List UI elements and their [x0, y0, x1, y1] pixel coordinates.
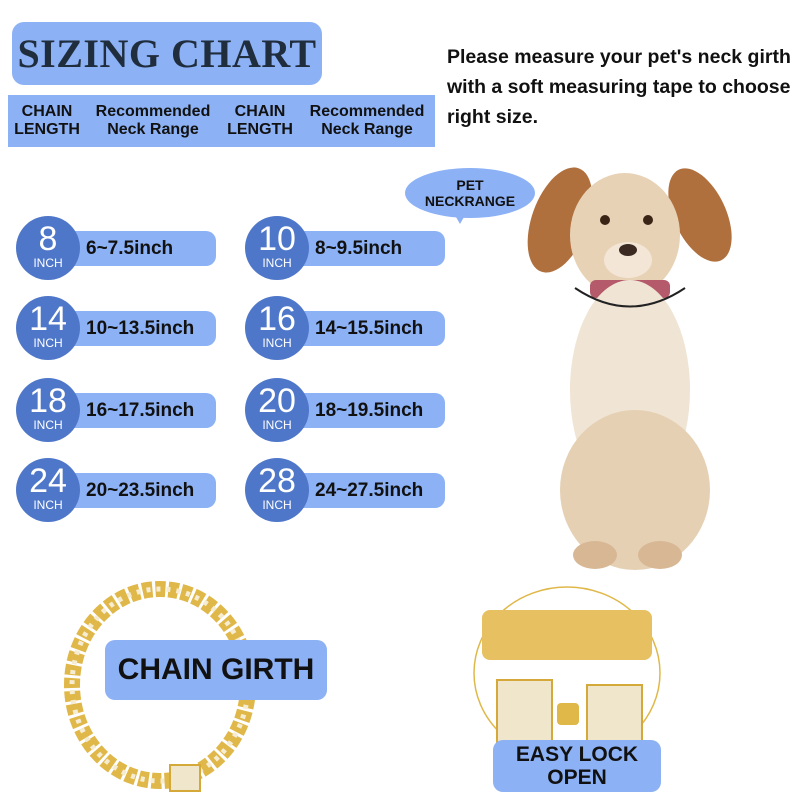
chain-length: 16 [258, 300, 296, 338]
length-badge: 20 INCH [245, 378, 309, 442]
clasp-closeup-photo [473, 586, 661, 760]
neck-range: 10~13.5inch [86, 318, 195, 339]
chain-length: 20 [258, 382, 296, 420]
chain-length: 10 [258, 220, 296, 258]
length-unit: INCH [33, 256, 63, 270]
neck-range: 14~15.5inch [315, 318, 424, 339]
length-badge: 28 INCH [245, 458, 309, 522]
chain-girth-label: CHAIN GIRTH [105, 640, 327, 700]
length-unit: INCH [33, 418, 63, 432]
size-row: 20~23.5inch 24 INCH [16, 456, 216, 526]
neck-range: 20~23.5inch [86, 480, 195, 501]
length-unit: INCH [262, 498, 292, 512]
size-row: 6~7.5inch 8 INCH [16, 214, 216, 284]
length-unit: INCH [33, 336, 63, 350]
size-row: 16~17.5inch 18 INCH [16, 376, 216, 446]
neck-range: 24~27.5inch [315, 480, 424, 501]
chain-length: 18 [29, 382, 67, 420]
table-header: CHAIN LENGTH Recommended Neck Range CHAIN L… [8, 95, 435, 147]
dog-photo [527, 167, 732, 570]
bubble-tail [452, 210, 468, 224]
size-row: 8~9.5inch 10 INCH [245, 214, 445, 284]
length-badge: 14 INCH [16, 296, 80, 360]
length-badge: 10 INCH [245, 216, 309, 280]
instructions-text: Please measure your pet's neck girth wit… [447, 46, 791, 128]
length-badge: 24 INCH [16, 458, 80, 522]
neck-range: 18~19.5inch [315, 400, 424, 421]
size-row: 18~19.5inch 20 INCH [245, 376, 445, 446]
header-chain-length-1: CHAIN LENGTH [14, 103, 80, 138]
chain-length: 8 [38, 220, 58, 258]
title-banner: SIZING CHART [12, 22, 322, 85]
neck-range: 16~17.5inch [86, 400, 195, 421]
chain-length: 24 [29, 462, 67, 500]
header-neck-range-1: Recommended Neck Range [95, 103, 211, 138]
page-title: SIZING CHART [17, 31, 317, 76]
length-unit: INCH [262, 418, 292, 432]
length-unit: INCH [33, 498, 63, 512]
easy-lock-label: EASY LOCK OPEN [493, 740, 661, 792]
neck-range: 8~9.5inch [315, 238, 403, 259]
header-neck-range-2: Recommended Neck Range [309, 103, 425, 138]
neck-range: 6~7.5inch [86, 238, 174, 259]
length-badge: 16 INCH [245, 296, 309, 360]
size-row: 10~13.5inch 14 INCH [16, 294, 216, 364]
length-badge: 8 INCH [16, 216, 80, 280]
header-chain-length-2: CHAIN LENGTH [227, 103, 293, 138]
pet-neckrange-bubble: PET NECKRANGE [405, 168, 535, 218]
chain-length: 14 [29, 300, 67, 338]
length-unit: INCH [262, 256, 292, 270]
chain-length: 28 [258, 462, 296, 500]
size-row: 24~27.5inch 28 INCH [245, 456, 445, 526]
size-row: 14~15.5inch 16 INCH [245, 294, 445, 364]
length-unit: INCH [262, 336, 292, 350]
measure-arrow-icon [574, 287, 686, 308]
length-badge: 18 INCH [16, 378, 80, 442]
